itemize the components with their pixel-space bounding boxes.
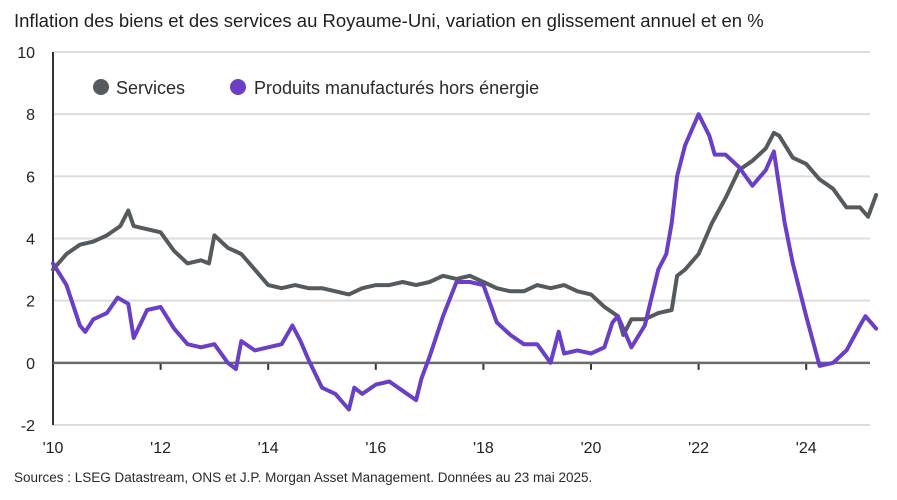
y-tick-label: 4: [26, 232, 35, 249]
y-tick-label: 10: [17, 45, 35, 62]
gridlines: [53, 51, 870, 426]
chart: -2 0 2 4 6 8 10 '10 '12 '14 '16 '18 '20 '22 '24 Servi…: [17, 45, 879, 457]
legend-label-services: Services: [116, 78, 185, 98]
x-axis-ticks: '10 '12 '14 '16 '18 '20 '22 '24: [43, 362, 817, 457]
y-tick-label: -2: [21, 418, 35, 435]
legend: Services Produits manufacturés hors éner…: [93, 78, 539, 98]
y-tick-label: 2: [26, 294, 35, 311]
source-note: Sources : LSEG Datastream, ONS et J.P. M…: [14, 470, 593, 485]
x-tick-label: '24: [796, 440, 817, 457]
x-tick-label: '20: [581, 440, 602, 457]
chart-title: Inflation des biens et des services au R…: [14, 10, 764, 31]
x-tick-label: '22: [688, 440, 709, 457]
series-lines: [51, 112, 879, 412]
x-tick-label: '18: [473, 440, 494, 457]
legend-marker-services: [93, 79, 109, 95]
x-tick-label: '10: [43, 440, 64, 457]
services-line: [51, 130, 879, 337]
legend-label-goods: Produits manufacturés hors énergie: [254, 78, 539, 98]
legend-marker-goods: [230, 79, 246, 95]
goods-line: [51, 112, 879, 412]
y-tick-label: 0: [26, 356, 35, 373]
y-axis-ticks: -2 0 2 4 6 8 10: [17, 45, 35, 435]
x-tick-label: '16: [365, 440, 386, 457]
y-tick-label: 8: [26, 107, 35, 124]
x-tick-label: '12: [150, 440, 171, 457]
y-tick-label: 6: [26, 169, 35, 186]
x-tick-label: '14: [258, 440, 279, 457]
